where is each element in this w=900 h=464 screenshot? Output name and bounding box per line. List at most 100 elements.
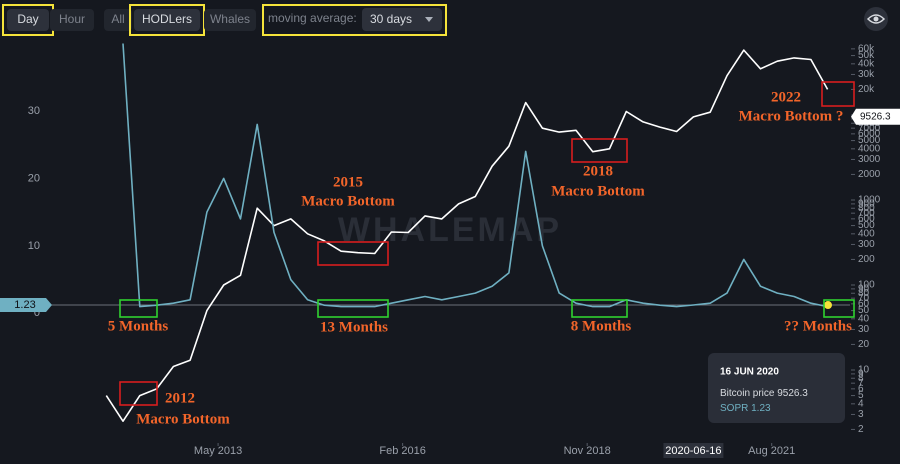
y2-tick-label: 30k — [858, 69, 875, 80]
tooltip-value: 9526.3 — [777, 388, 808, 399]
x-tick-label: May 2013 — [194, 445, 242, 457]
annotation: 8 Months — [571, 318, 632, 334]
dropdown-value: 30 days — [370, 12, 412, 26]
y-tick-label: 10 — [28, 240, 40, 252]
tooltip-row: SOPR 1.23 — [720, 403, 771, 414]
series-line — [105, 49, 829, 422]
button-bg — [104, 9, 132, 31]
button-bg — [204, 9, 256, 31]
x-tick-label: Aug 2021 — [748, 445, 795, 457]
annotation: 2015 — [333, 174, 363, 190]
highlight-box — [317, 299, 389, 318]
y2-tick-label: 300 — [858, 239, 875, 250]
highlight-box — [317, 241, 389, 266]
y2-tick-label: 200 — [858, 254, 875, 265]
eye-pupil — [873, 16, 879, 22]
annotation: 2012 — [165, 390, 195, 406]
button-bg — [50, 9, 94, 31]
y2-tick-label: 800 — [858, 203, 875, 214]
button-bg — [7, 9, 49, 31]
highlight-box — [571, 299, 628, 318]
y2-tick-label: 600 — [858, 213, 875, 224]
price-marker-bg — [851, 108, 900, 125]
y2-tick-label: 3000 — [858, 154, 881, 165]
sopr-marker-bg — [0, 298, 52, 313]
sopr-marker: 1.23 — [14, 299, 35, 311]
crosshair-date-bg — [663, 443, 724, 458]
annotation: 13 Months — [320, 319, 388, 335]
y2-tick-label: 60 — [858, 298, 870, 309]
button[interactable]: Whales — [210, 12, 250, 26]
tooltip — [708, 353, 845, 423]
y2-tick-label: 2000 — [858, 169, 881, 180]
tooltip-date: 16 JUN 2020 — [720, 367, 779, 378]
y2-tick-label: 7 — [858, 378, 864, 389]
annotation: Macro Bottom ? — [739, 108, 844, 124]
highlight — [262, 4, 447, 36]
annotation: 2018 — [583, 163, 613, 179]
y2-tick-label: 20k — [858, 84, 875, 95]
annotation: Macro Bottom — [136, 411, 230, 427]
button[interactable]: All — [111, 12, 124, 26]
y2-tick-label: 7000 — [858, 123, 881, 134]
y2-tick-label: 30 — [858, 324, 870, 335]
current-dot — [824, 301, 832, 310]
x-tick-label: Feb 2016 — [379, 445, 425, 457]
y2-tick-label: 40k — [858, 58, 875, 69]
y2-tick-label: 8 — [858, 373, 864, 384]
y2-tick-label: 20 — [858, 339, 870, 350]
dropdown-arrow — [425, 17, 433, 22]
highlight-box — [821, 81, 855, 107]
tooltip-value: 1.23 — [751, 403, 771, 414]
crosshair-date: 2020-06-16 — [665, 445, 721, 457]
annotation: 5 Months — [108, 318, 169, 334]
annotation: Macro Bottom — [551, 183, 645, 199]
tooltip-series: Bitcoin price — [720, 388, 775, 399]
series-line — [122, 43, 828, 308]
y2-tick-label: 50 — [858, 305, 870, 316]
y2-tick-label: 5 — [858, 390, 864, 401]
eye-icon — [866, 14, 886, 24]
plot: 0102030234567891020304050607080901002003… — [0, 43, 900, 458]
dropdown[interactable] — [362, 8, 442, 31]
y2-tick-label: 1000 — [858, 195, 881, 206]
y2-tick-label: 50k — [858, 50, 875, 61]
y2-tick-label: 900 — [858, 199, 875, 210]
button[interactable]: HODLers — [142, 12, 192, 26]
highlight-box — [119, 299, 158, 318]
watermark: WHALEMAP — [338, 211, 562, 249]
highlight-box — [823, 299, 855, 318]
price-marker: 9526.3 — [860, 111, 891, 122]
y2-tick-label: 5000 — [858, 135, 881, 146]
tooltip-row: Bitcoin price 9526.3 — [720, 388, 808, 399]
y2-tick-label: 2 — [858, 424, 864, 435]
x-tick-label: Nov 2018 — [564, 445, 611, 457]
annotation: 2022 — [771, 89, 801, 105]
button-bg — [134, 9, 200, 31]
y2-tick-label: 4 — [858, 398, 864, 409]
y2-tick-label: 6 — [858, 383, 864, 394]
y2-tick-label: 400 — [858, 228, 875, 239]
button[interactable]: Hour — [59, 12, 85, 26]
highlight-box — [119, 381, 158, 406]
y2-tick-label: 40 — [858, 313, 870, 324]
y2-tick-label: 10 — [858, 365, 870, 376]
y2-tick-label: 70 — [858, 293, 870, 304]
y2-tick-label: 3 — [858, 409, 864, 420]
tooltip-series: SOPR — [720, 403, 748, 414]
y2-tick-label: 6000 — [858, 128, 881, 139]
y2-tick-label: 60k — [858, 43, 875, 54]
button[interactable]: Day — [17, 12, 38, 26]
y2-tick-label: 90 — [858, 284, 870, 295]
y2-tick-label: 500 — [858, 220, 875, 231]
y-tick-label: 20 — [28, 172, 40, 184]
ma-label: moving average: — [268, 11, 357, 25]
y2-tick-label: 9 — [858, 369, 864, 380]
y-tick-label: 30 — [28, 105, 40, 117]
y2-tick-label: 80 — [858, 288, 870, 299]
highlight-box — [571, 138, 628, 163]
y2-tick-label: 700 — [858, 208, 875, 219]
annotation: ?? Months — [784, 318, 852, 334]
y2-tick-label: 4000 — [858, 143, 881, 154]
